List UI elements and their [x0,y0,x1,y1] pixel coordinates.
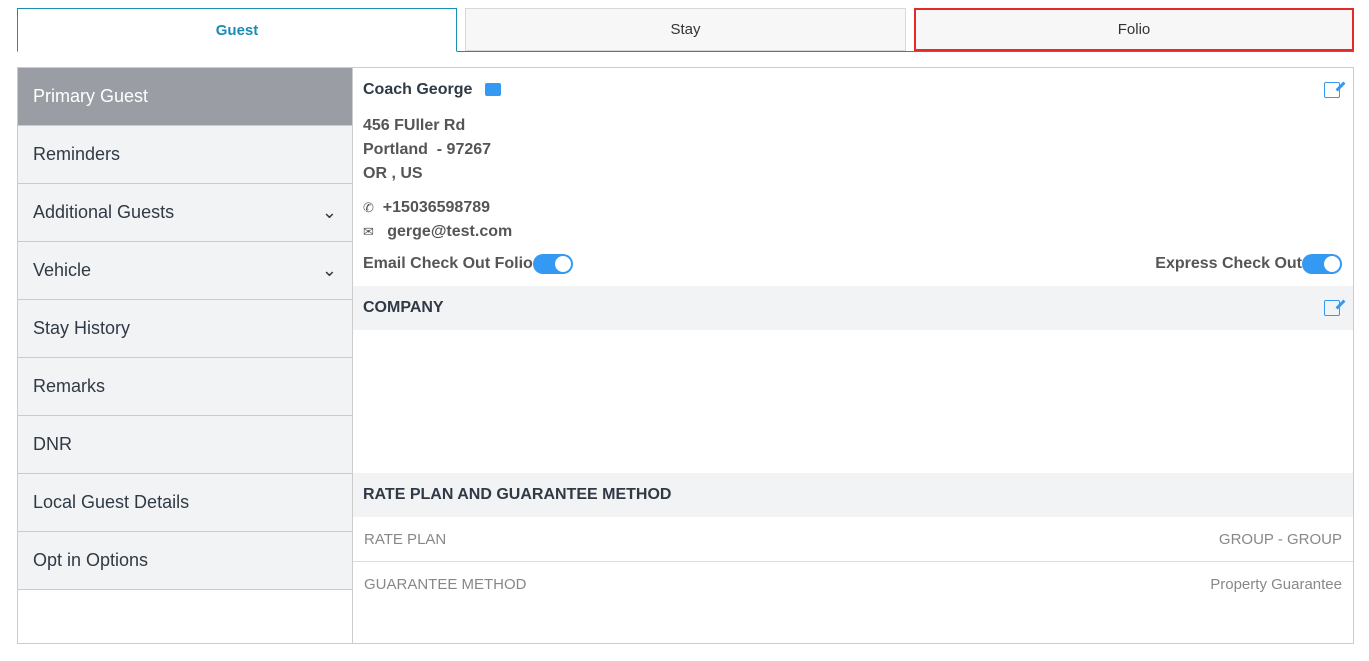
sidebar-item-label: Primary Guest [33,86,149,106]
email-checkout-toggle[interactable] [532,254,573,274]
tab-folio[interactable]: Folio [914,8,1354,51]
guest-email: gerge@test.com [387,223,513,240]
sidebar-item-label: Opt in Options [33,550,149,570]
sidebar-item-dnr[interactable]: DNR [18,416,352,474]
sidebar-item-local-guest-details[interactable]: Local Guest Details [18,474,352,532]
row-value: GROUP - GROUP [1218,530,1342,548]
sidebar-item-label: Stay History [33,318,131,338]
mail-icon: ✉ [363,224,374,239]
edit-guest-icon[interactable] [1324,82,1340,98]
row-value: Property Guarantee [1210,575,1342,593]
sidebar-item-additional-guests[interactable]: Additional Guests ⌄ [18,184,352,242]
company-title: COMPANY [363,299,444,316]
express-checkout-label: Express Check Out [1155,255,1302,273]
guest-phone: +15036598789 [382,199,491,216]
address-line3: OR , US [363,165,423,182]
sidebar-item-label: Reminders [33,144,121,164]
sidebar-item-primary-guest[interactable]: Primary Guest [18,68,352,126]
tab-divider [457,51,1354,52]
sidebar-item-remarks[interactable]: Remarks [18,358,352,416]
address-line1: 456 FUller Rd [363,117,466,134]
sidebar-item-label: Vehicle [33,260,92,280]
sidebar: Primary Guest Reminders Additional Guest… [18,68,353,643]
chevron-down-icon: ⌄ [321,260,337,280]
guest-details: Coach George 456 FUller Rd Portland - 97… [353,68,1353,643]
tab-stay[interactable]: Stay [465,8,906,51]
rate-plan-header: RATE PLAN AND GUARANTEE METHOD [353,473,1353,517]
rate-plan-title: RATE PLAN AND GUARANTEE METHOD [363,486,672,503]
express-checkout-toggle[interactable] [1302,254,1342,274]
sidebar-item-label: DNR [33,434,72,454]
email-checkout-label: Email Check Out Folio [363,255,533,273]
id-card-icon[interactable] [484,83,501,97]
phone-icon: ✆ [363,200,374,215]
company-header: COMPANY [353,286,1353,330]
sidebar-item-vehicle[interactable]: Vehicle ⌄ [18,242,352,300]
sidebar-item-label: Local Guest Details [33,492,190,512]
rate-plan-row: RATE PLAN GROUP - GROUP [353,517,1353,562]
sidebar-item-reminders[interactable]: Reminders [18,126,352,184]
sidebar-item-label: Remarks [33,376,106,396]
guarantee-method-row: GUARANTEE METHOD Property Guarantee [353,562,1353,606]
guest-name: Coach George [363,81,473,98]
sidebar-item-stay-history[interactable]: Stay History [18,300,352,358]
row-label: RATE PLAN [364,530,447,548]
edit-company-icon[interactable] [1324,300,1340,316]
address-line2: Portland - 97267 [363,141,492,158]
row-label: GUARANTEE METHOD [364,575,527,593]
sidebar-item-opt-in-options[interactable]: Opt in Options [18,532,352,590]
guest-panel: Primary Guest Reminders Additional Guest… [17,67,1354,644]
tab-guest[interactable]: Guest [17,8,457,52]
chevron-down-icon: ⌄ [321,202,337,222]
sidebar-item-label: Additional Guests [33,202,175,222]
